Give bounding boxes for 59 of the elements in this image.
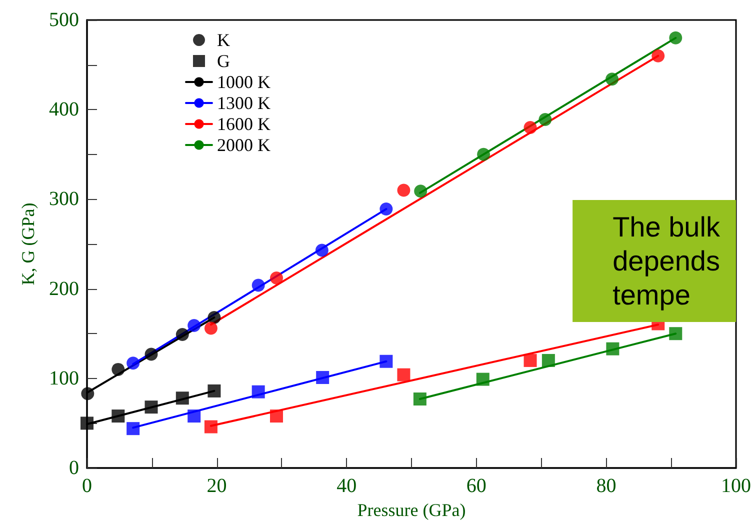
point bbox=[380, 202, 393, 216]
y-tick-label: 500 bbox=[49, 9, 79, 31]
point bbox=[542, 354, 555, 367]
point bbox=[176, 328, 189, 341]
y-tick-label: 300 bbox=[49, 188, 79, 210]
point bbox=[188, 410, 201, 423]
point bbox=[414, 184, 428, 198]
point bbox=[208, 384, 221, 398]
y-axis-title: K, G (GPa) bbox=[18, 202, 38, 286]
point bbox=[524, 354, 537, 367]
point bbox=[477, 148, 490, 161]
point bbox=[112, 362, 125, 376]
legend-label: 2000 K bbox=[217, 135, 270, 155]
point bbox=[476, 372, 490, 386]
point bbox=[204, 322, 218, 335]
legend-label: K bbox=[217, 30, 230, 50]
point bbox=[126, 356, 140, 370]
point bbox=[397, 368, 410, 382]
legend-label: 1300 K bbox=[217, 93, 270, 113]
point bbox=[538, 112, 552, 126]
point bbox=[144, 348, 158, 361]
x-tick-label: 20 bbox=[206, 475, 227, 497]
legend-label: G bbox=[217, 51, 230, 71]
point bbox=[524, 121, 537, 134]
point bbox=[144, 400, 158, 414]
point bbox=[176, 392, 189, 405]
point bbox=[669, 31, 682, 44]
point bbox=[112, 410, 125, 423]
point bbox=[606, 72, 619, 86]
point bbox=[413, 392, 426, 406]
y-tick-label: 400 bbox=[49, 98, 79, 121]
point bbox=[315, 244, 328, 257]
annotation: The bulk depends tempe bbox=[612, 212, 721, 310]
x-tick-label: 80 bbox=[596, 475, 616, 497]
point bbox=[188, 319, 201, 332]
x-tick-label: 40 bbox=[336, 475, 357, 497]
legend-label: 1000 K bbox=[217, 72, 270, 92]
point bbox=[80, 416, 94, 430]
point bbox=[397, 184, 410, 197]
x-axis-title: Pressure (GPa) bbox=[357, 500, 466, 520]
point bbox=[126, 422, 140, 436]
point bbox=[652, 49, 665, 62]
point bbox=[252, 278, 265, 292]
x-tick-label: 60 bbox=[466, 475, 486, 497]
point bbox=[270, 410, 284, 423]
x-tick-label: 100 bbox=[721, 475, 751, 497]
y-tick-label: 0 bbox=[69, 457, 79, 479]
point bbox=[208, 310, 221, 324]
y-tick-label: 200 bbox=[49, 278, 79, 300]
point bbox=[252, 385, 265, 398]
legend-label: 1600 K bbox=[217, 114, 270, 134]
point bbox=[204, 420, 218, 434]
point bbox=[606, 342, 620, 356]
y-tick-label: 100 bbox=[49, 367, 79, 390]
point bbox=[81, 387, 94, 400]
point bbox=[669, 327, 682, 340]
point bbox=[380, 354, 393, 368]
point bbox=[316, 371, 330, 384]
point bbox=[270, 272, 284, 285]
